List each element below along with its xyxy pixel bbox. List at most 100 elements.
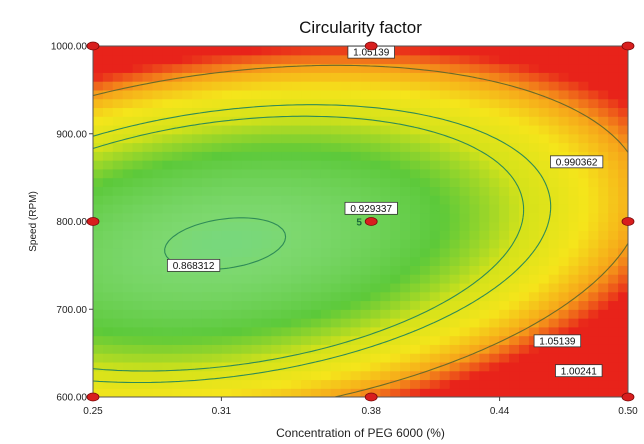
heat-cell	[350, 212, 362, 223]
y-tick-label: 700.00	[56, 305, 87, 316]
heat-cell	[588, 107, 599, 117]
heat-cell	[558, 116, 570, 126]
heat-cell	[271, 239, 282, 249]
heat-cell	[231, 247, 243, 258]
heat-cell	[528, 54, 540, 65]
heat-cell	[211, 318, 223, 328]
heat-cell	[251, 124, 263, 135]
heat-cell	[201, 388, 213, 397]
heat-cell	[301, 370, 312, 381]
heat-cell	[142, 142, 154, 152]
heat-cell	[390, 370, 401, 381]
heat-cell	[598, 335, 609, 345]
heat-cell	[271, 344, 282, 354]
heat-cell	[578, 46, 589, 56]
heat-cell	[201, 81, 213, 91]
heat-cell	[410, 177, 421, 188]
heat-cell	[439, 89, 451, 100]
heat-cell	[439, 151, 451, 161]
heat-cell	[162, 318, 173, 328]
heat-cell	[459, 160, 471, 170]
heat-cell	[568, 46, 580, 56]
heat-cell	[112, 160, 124, 170]
heat-cell	[419, 98, 431, 109]
heat-cell	[221, 124, 233, 135]
heat-cell	[231, 177, 243, 188]
heat-cell	[538, 291, 550, 302]
heat-cell	[608, 230, 619, 240]
heat-cell	[172, 291, 183, 302]
heat-cell	[241, 195, 253, 205]
heat-cell	[172, 151, 183, 161]
heat-cell	[310, 54, 322, 65]
heat-cell	[618, 388, 628, 397]
heat-cell	[310, 256, 322, 266]
heat-cell	[162, 46, 173, 56]
heat-cell	[251, 46, 263, 56]
heat-cell	[419, 318, 431, 328]
heat-cell	[310, 81, 322, 91]
heat-cell	[162, 353, 173, 363]
heat-cell	[528, 107, 540, 117]
heat-cell	[519, 186, 530, 196]
heat-cell	[558, 54, 570, 65]
heat-cell	[211, 326, 223, 337]
heat-cell	[439, 274, 451, 284]
heat-cell	[93, 344, 104, 354]
heat-cell	[241, 379, 253, 389]
heat-cell	[618, 63, 628, 73]
heat-cell	[291, 291, 302, 302]
heat-cell	[558, 133, 570, 144]
heat-cell	[380, 195, 391, 205]
heat-cell	[618, 203, 628, 214]
heat-cell	[112, 116, 124, 126]
heat-cell	[429, 388, 441, 397]
heat-cell	[281, 221, 292, 231]
heat-cell	[261, 344, 272, 354]
heat-cell	[419, 230, 431, 240]
heat-cell	[301, 151, 312, 161]
heat-cell	[548, 230, 560, 240]
heat-cell	[370, 54, 381, 65]
heat-cell	[340, 335, 352, 345]
heat-cell	[162, 221, 173, 231]
heat-cell	[410, 300, 421, 310]
heat-cell	[340, 239, 352, 249]
heat-cell	[231, 353, 243, 363]
heat-cell	[479, 72, 490, 82]
heat-cell	[469, 46, 480, 56]
heat-cell	[489, 124, 500, 135]
heat-cell	[261, 160, 272, 170]
heat-cell	[459, 89, 471, 100]
heat-cell	[439, 309, 451, 319]
heat-cell	[578, 107, 589, 117]
contour-label-text: 0.868312	[173, 261, 215, 272]
heat-cell	[499, 274, 510, 284]
heat-cell	[182, 54, 193, 65]
heat-cell	[528, 282, 540, 293]
heat-cell	[251, 239, 263, 249]
heat-cell	[320, 81, 332, 91]
heat-cell	[350, 89, 362, 100]
heat-cell	[479, 63, 490, 73]
heat-cell	[459, 133, 471, 144]
heat-cell	[350, 379, 362, 389]
heat-cell	[618, 72, 628, 82]
heat-cell	[558, 81, 570, 91]
heat-cell	[340, 326, 352, 337]
heat-cell	[172, 46, 183, 56]
heat-cell	[330, 89, 342, 100]
heat-cell	[152, 133, 163, 144]
heat-cell	[419, 177, 431, 188]
heat-cell	[509, 98, 520, 109]
heat-cell	[578, 124, 589, 135]
heat-cell	[172, 335, 183, 345]
heat-cell	[429, 81, 441, 91]
heat-cell	[261, 230, 272, 240]
heat-cell	[142, 168, 154, 179]
heat-cell	[439, 221, 451, 231]
heat-cell	[261, 309, 272, 319]
heat-cell	[301, 274, 312, 284]
heat-cell	[578, 98, 589, 109]
heat-cell	[192, 151, 203, 161]
